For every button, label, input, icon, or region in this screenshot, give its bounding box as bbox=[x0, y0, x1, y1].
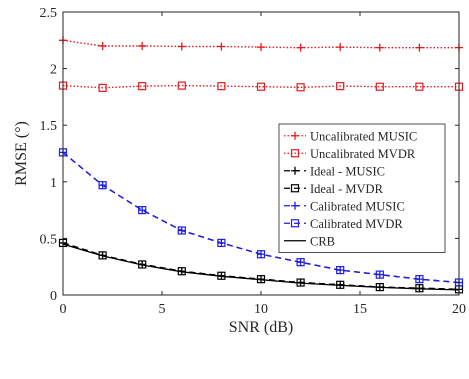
legend: Uncalibrated MUSIC Uncalibrated MVDR Ideal… bbox=[278, 123, 446, 253]
y-tick-label: 0.5 bbox=[40, 232, 58, 247]
y-axis-label: RMSE (°) bbox=[13, 121, 30, 186]
legend-label: Calibrated MUSIC bbox=[310, 199, 405, 213]
series-line bbox=[62, 84, 459, 89]
data-point-square-marker bbox=[138, 206, 147, 215]
data-point-square-marker bbox=[138, 82, 147, 91]
legend-label: Calibrated MVDR bbox=[310, 217, 403, 231]
legend-entry: Uncalibrated MUSIC bbox=[284, 129, 417, 143]
legend-box bbox=[278, 123, 446, 253]
legend-label: Ideal - MUSIC bbox=[310, 164, 385, 178]
legend-label: Uncalibrated MVDR bbox=[310, 147, 416, 161]
legend-label: CRB bbox=[310, 234, 335, 248]
series-line bbox=[62, 39, 459, 49]
x-tick-label: 0 bbox=[60, 302, 67, 317]
data-point-square-marker bbox=[217, 82, 226, 91]
x-axis-label: SNR (dB) bbox=[229, 319, 293, 336]
y-tick-label: 0 bbox=[50, 289, 57, 304]
series-5 bbox=[58, 148, 464, 287]
data-point-square-marker bbox=[296, 258, 305, 267]
y-tick-label: 2.5 bbox=[40, 6, 58, 21]
plot-frame bbox=[62, 11, 460, 296]
legend-square-marker bbox=[290, 184, 300, 193]
legend-square-marker bbox=[290, 149, 300, 158]
data-point-plus-marker bbox=[138, 206, 147, 215]
legend-plus-marker bbox=[291, 166, 299, 175]
y-tick-label: 1.5 bbox=[40, 119, 58, 134]
data-point-plus-marker bbox=[177, 42, 186, 51]
data-point-square-marker bbox=[415, 82, 424, 91]
data-point-square-marker bbox=[375, 82, 384, 91]
data-point-plus-marker bbox=[98, 41, 107, 50]
data-point-square-marker bbox=[177, 81, 186, 90]
data-point-square-marker bbox=[217, 238, 226, 248]
legend-entry: Ideal - MVDR bbox=[284, 182, 384, 196]
x-tick-label: 15 bbox=[353, 302, 367, 317]
data-point-plus-marker bbox=[415, 43, 424, 52]
data-point-plus-marker bbox=[336, 43, 345, 52]
y-tick-label: 2 bbox=[50, 63, 57, 78]
legend-entry: Calibrated MUSIC bbox=[284, 199, 405, 213]
data-point-square-marker bbox=[256, 82, 266, 91]
series-line bbox=[62, 151, 460, 284]
legend-label: Ideal - MVDR bbox=[310, 182, 384, 196]
data-point-square-marker bbox=[336, 265, 345, 275]
legend-entry: Calibrated MVDR bbox=[284, 217, 403, 231]
x-tick-label: 5 bbox=[159, 302, 166, 317]
series-layer bbox=[58, 36, 464, 294]
y-tick-label: 1 bbox=[50, 176, 57, 191]
data-point-square-marker bbox=[98, 181, 107, 190]
data-point-plus-marker bbox=[217, 42, 226, 51]
legend-entry: Uncalibrated MVDR bbox=[284, 147, 416, 161]
data-point-square-marker bbox=[296, 83, 305, 92]
axis-ticks: 0 5 10 15 20 0 0.5 1 1.5 2 2.5 bbox=[40, 6, 467, 317]
data-point-square-marker bbox=[415, 275, 424, 284]
x-tick-label: 10 bbox=[254, 302, 268, 317]
data-point-plus-marker bbox=[138, 41, 147, 50]
data-point-square-marker bbox=[336, 82, 345, 91]
legend-entry: CRB bbox=[284, 234, 335, 248]
data-point-square-marker bbox=[256, 250, 266, 259]
data-point-square-marker bbox=[98, 83, 107, 92]
legend-plus-marker bbox=[291, 131, 299, 140]
data-point-square-marker bbox=[177, 226, 186, 235]
legend-label: Uncalibrated MUSIC bbox=[310, 129, 417, 143]
x-tick-label: 20 bbox=[452, 302, 466, 317]
legend-square-marker bbox=[290, 219, 300, 228]
legend-plus-marker bbox=[291, 201, 299, 210]
data-point-plus-marker bbox=[296, 43, 305, 52]
legend-entry: Ideal - MUSIC bbox=[284, 164, 385, 178]
data-point-plus-marker bbox=[375, 43, 384, 52]
series-6 bbox=[62, 243, 460, 291]
data-point-plus-marker bbox=[257, 43, 265, 52]
series-line bbox=[62, 243, 460, 291]
data-point-square-marker bbox=[375, 270, 384, 279]
